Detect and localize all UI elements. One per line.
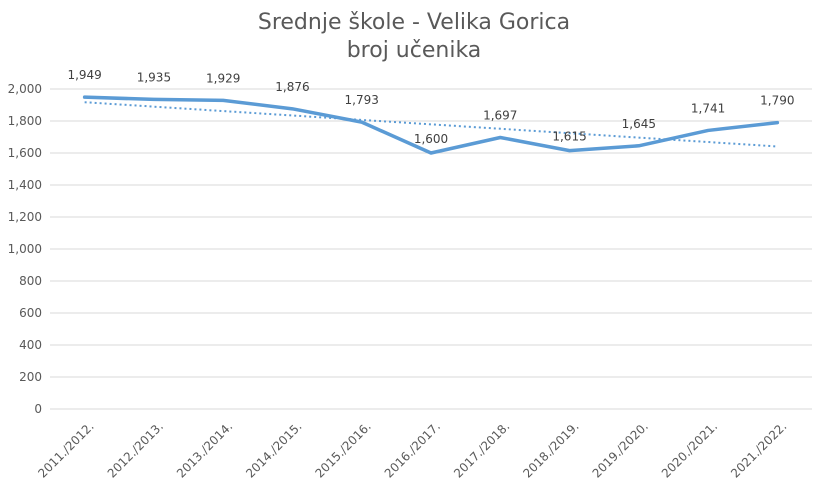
x-tick-label: 2021./2022. [728,419,789,480]
x-tick-label: 2012./2013. [105,419,166,480]
y-tick-label: 1,400 [8,178,42,192]
data-label: 1,876 [275,80,309,94]
y-tick-label: 1,600 [8,146,42,160]
x-tick-label: 2020./2021. [659,419,720,480]
y-tick-label: 1,800 [8,114,42,128]
data-label: 1,697 [483,108,517,122]
data-label: 1,790 [760,94,794,108]
data-label: 1,935 [137,70,171,84]
y-tick-label: 400 [19,338,42,352]
y-tick-label: 1,000 [8,242,42,256]
x-tick-label: 2011./2012. [35,419,96,480]
series-line [82,95,780,155]
x-tick-label: 2013./2014. [174,419,235,480]
chart-subtitle: broj učenika [346,38,482,63]
trendline [84,101,778,148]
y-tick-label: 800 [19,274,42,288]
data-label: 1,615 [552,130,586,144]
chart-title: Srednje škole - Velika Gorica [257,10,571,35]
data-label: 1,741 [691,101,725,115]
x-tick-label: 2014./2015. [243,419,304,480]
data-label: 1,793 [345,93,379,107]
data-label: 1,645 [622,117,656,131]
data-label: 1,600 [414,132,448,146]
x-tick-label: 2015./2016. [313,419,374,480]
x-tick-label: 2019./2020. [590,419,651,480]
y-tick-label: 1,200 [8,210,42,224]
y-tick-label: 2,000 [8,82,42,96]
y-tick-label: 600 [19,306,42,320]
x-tick-label: 2018./2019. [520,419,581,480]
data-label: 1,949 [67,68,101,82]
x-tick-label: 2016./2017. [382,419,443,480]
data-label: 1,929 [206,71,240,85]
x-tick-label: 2017./2018. [451,419,512,480]
y-tick-label: 200 [19,370,42,384]
y-tick-label: 0 [34,402,42,416]
